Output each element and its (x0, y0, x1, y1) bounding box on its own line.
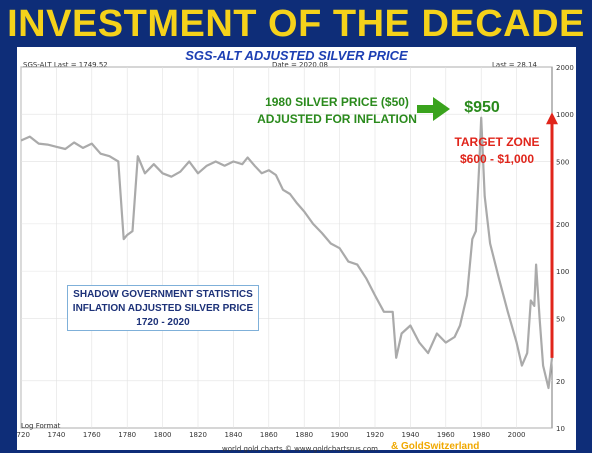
x-tick-label: 1920 (366, 431, 384, 439)
log-format-label: Log Format (21, 422, 61, 430)
target-zone-label: TARGET ZONE $600 - $1,000 (437, 134, 557, 168)
x-tick-label: 1980 (472, 431, 490, 439)
peak-label-line1: 1980 SILVER PRICE ($50) (265, 95, 409, 109)
x-tick-label: 1900 (331, 431, 349, 439)
y-tick-label: 2000 (556, 64, 574, 72)
x-tick-label: 1820 (189, 431, 207, 439)
x-tick-label: 1940 (401, 431, 419, 439)
peak-callout: 1980 SILVER PRICE ($50) ADJUSTED FOR INF… (242, 94, 432, 128)
x-tick-label: 1780 (118, 431, 136, 439)
header-left: SGS-ALT Last = 1749.52 (23, 61, 108, 69)
legend-line3: 1720 - 2020 (136, 317, 190, 328)
series-line (20, 116, 554, 390)
y-tick-label: 500 (556, 158, 569, 166)
x-tick-label: 2000 (508, 431, 526, 439)
y-tick-label: 20 (556, 378, 565, 386)
header-center: Date = 2020.08 (272, 61, 328, 69)
y-tick-label: 100 (556, 268, 569, 276)
target-line2: $600 - $1,000 (459, 152, 535, 166)
y-tick-label: 50 (556, 315, 565, 323)
y-tick-label: 10 (556, 425, 565, 433)
peak-value: $950 (464, 99, 500, 116)
x-tick-label: 1860 (260, 431, 278, 439)
legend-line1: SHADOW GOVERNMENT STATISTICS (73, 289, 253, 300)
x-tick-label: 1840 (224, 431, 242, 439)
legend-box: SHADOW GOVERNMENT STATISTICS INFLATION A… (67, 285, 259, 331)
chart-frame: SGS-ALT ADJUSTED SILVER PRICE SGS-ALT La… (17, 47, 576, 453)
y-tick-label: 200 (556, 221, 569, 229)
headline: INVESTMENT OF THE DECADE (7, 3, 585, 45)
y-tick-label: 1000 (556, 111, 574, 119)
x-tick-label: 1880 (295, 431, 313, 439)
target-line1: TARGET ZONE (454, 135, 540, 149)
plot-area: 2000 1000 500 200 100 50 20 10 1720 1740 1760 1780 1… (17, 64, 574, 439)
chart-title: SGS-ALT ADJUSTED SILVER PRICE (185, 48, 408, 63)
header-right: Last = 28.14 (492, 61, 537, 69)
x-tick-label: 1740 (47, 431, 65, 439)
green-arrow-icon (417, 97, 450, 121)
x-tick-label: 1800 (154, 431, 172, 439)
red-arrow-icon (546, 112, 558, 125)
x-tick-label: 1760 (83, 431, 101, 439)
brand-label: & GoldSwitzerland (391, 441, 480, 452)
peak-label-line2: ADJUSTED FOR INFLATION (257, 112, 417, 126)
x-tick-label: 1960 (437, 431, 455, 439)
x-tick-label: 1720 (17, 431, 30, 439)
source-credit: world gold charts © www.goldchartsrus.co… (222, 445, 378, 453)
legend-line2: INFLATION ADJUSTED SILVER PRICE (72, 303, 254, 314)
